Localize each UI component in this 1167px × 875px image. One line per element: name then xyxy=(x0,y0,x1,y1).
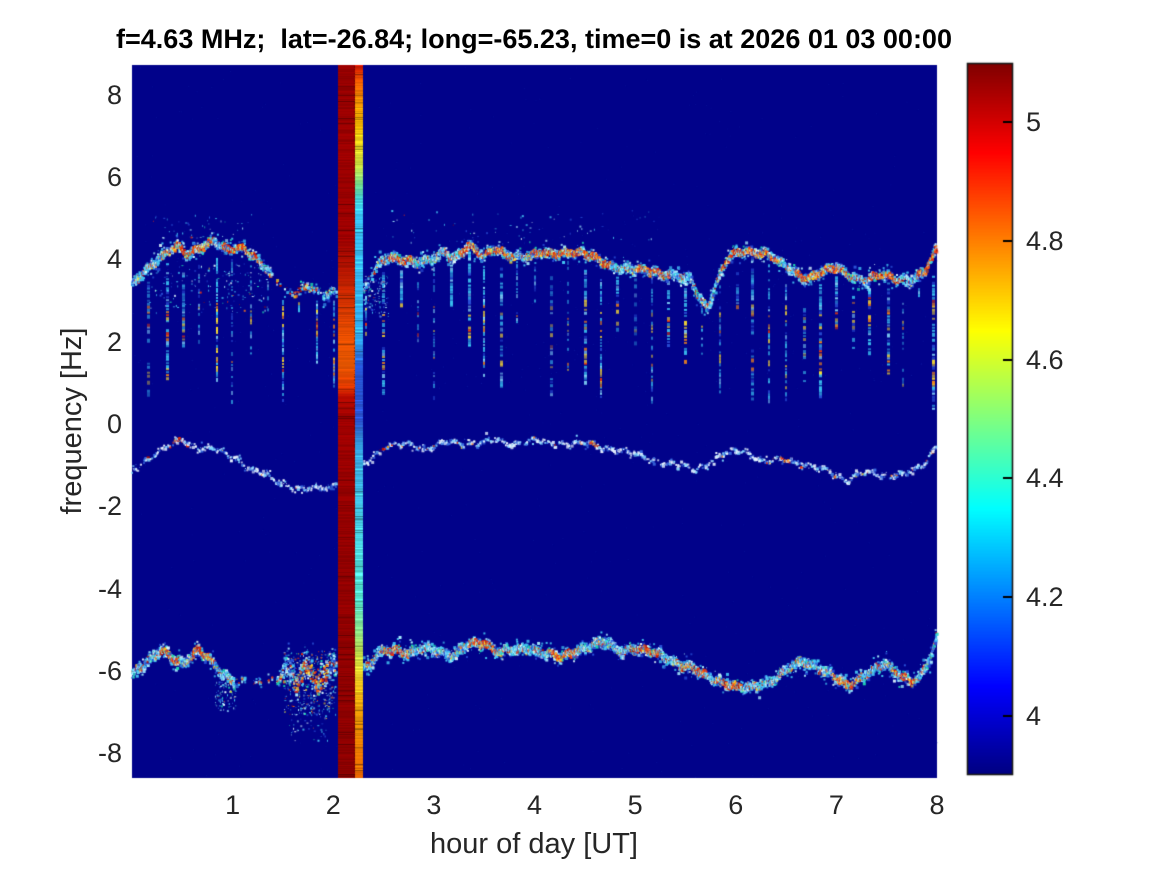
y-tick-label: 4 xyxy=(106,244,122,275)
x-tick-label: 8 xyxy=(929,790,945,820)
y-tick-label: 6 xyxy=(106,161,122,192)
y-tick-label: -2 xyxy=(97,491,122,522)
x-tick-label: 5 xyxy=(627,790,643,820)
plot-title: f=4.63 MHz; lat=-26.84; long=-65.23, tim… xyxy=(116,24,952,54)
y-tick-label: 0 xyxy=(106,408,122,439)
y-tick-label: -8 xyxy=(97,738,122,769)
colorbar-tick-label: 4 xyxy=(1026,700,1042,731)
colorbar-tick-label: 4.8 xyxy=(1026,226,1064,256)
y-tick-label: -4 xyxy=(97,573,122,604)
colorbar-tick-label: 4.2 xyxy=(1026,582,1064,612)
y-tick-label: -6 xyxy=(97,655,122,686)
colorbar-tick-label: 4.6 xyxy=(1026,344,1064,375)
y-tick-label: 8 xyxy=(106,79,122,110)
y-tick-label: 2 xyxy=(106,326,122,357)
colorbar-tick-label: 5 xyxy=(1026,107,1042,138)
x-tick-label: 3 xyxy=(426,790,442,820)
x-tick-label: 7 xyxy=(828,790,844,820)
x-tick-label: 1 xyxy=(225,790,241,820)
x-tick-label: 4 xyxy=(526,790,543,820)
colorbar-tick-label: 4.4 xyxy=(1026,463,1064,494)
x-tick-label: 6 xyxy=(728,790,744,820)
x-tick-label: 2 xyxy=(325,790,341,820)
x-axis-label: hour of day [UT] xyxy=(430,828,638,860)
